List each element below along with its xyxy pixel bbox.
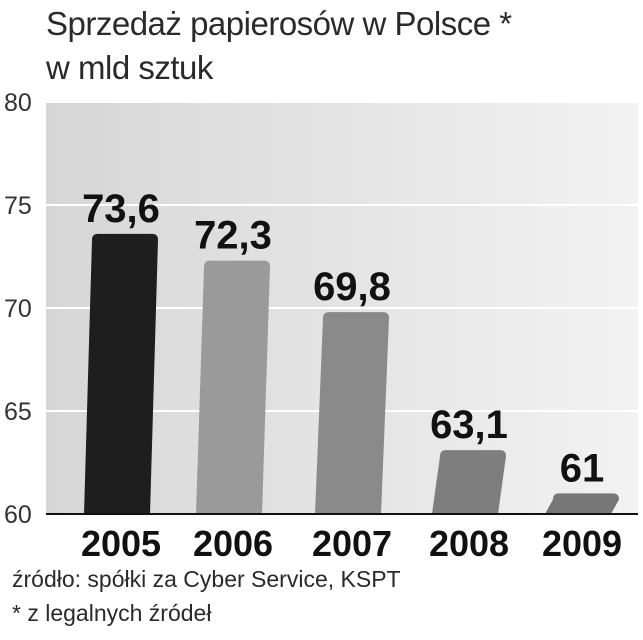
x-axis-tick-labels: 2005 2006 2007 2008 2009 (81, 523, 622, 560)
bar-2006 (196, 260, 270, 514)
bar-2009 (545, 493, 619, 514)
value-label-2006: 72,3 (194, 214, 272, 258)
x-tick-label-2008: 2008 (429, 523, 509, 560)
bar-2005 (84, 233, 158, 514)
source-note: źródło: spółki za Cyber Service, KSPT (12, 566, 401, 592)
value-label-2007: 69,8 (313, 265, 391, 309)
x-tick-label-2009: 2009 (542, 523, 622, 560)
value-label-2005: 73,6 (82, 187, 160, 231)
x-tick-label-2006: 2006 (193, 523, 273, 560)
bar-2007 (315, 312, 389, 514)
y-tick-label: 65 (4, 398, 32, 426)
footer-notes: źródło: spółki za Cyber Service, KSPT * … (12, 562, 401, 630)
footnote: * z legalnych źródeł (12, 600, 212, 626)
y-tick-label: 80 (4, 89, 32, 117)
chart-title-block: Sprzedaż papierosów w Polsce * w mld szt… (46, 2, 512, 90)
x-tick-label-2007: 2007 (312, 523, 392, 560)
y-tick-label: 75 (4, 192, 32, 220)
chart-title: Sprzedaż papierosów w Polsce * (46, 5, 512, 42)
chart-subtitle: w mld sztuk (46, 49, 213, 86)
bar-2008 (432, 450, 506, 514)
y-tick-label: 60 (4, 501, 32, 529)
y-axis-tick-labels: 60 65 70 75 80 (4, 89, 32, 529)
bars (84, 233, 619, 514)
value-labels: 73,6 72,3 69,8 63,1 61 (82, 187, 604, 491)
x-tick-label-2005: 2005 (81, 523, 161, 560)
value-label-2008: 63,1 (430, 403, 508, 447)
value-label-2009: 61 (560, 446, 605, 490)
y-tick-label: 70 (4, 295, 32, 323)
